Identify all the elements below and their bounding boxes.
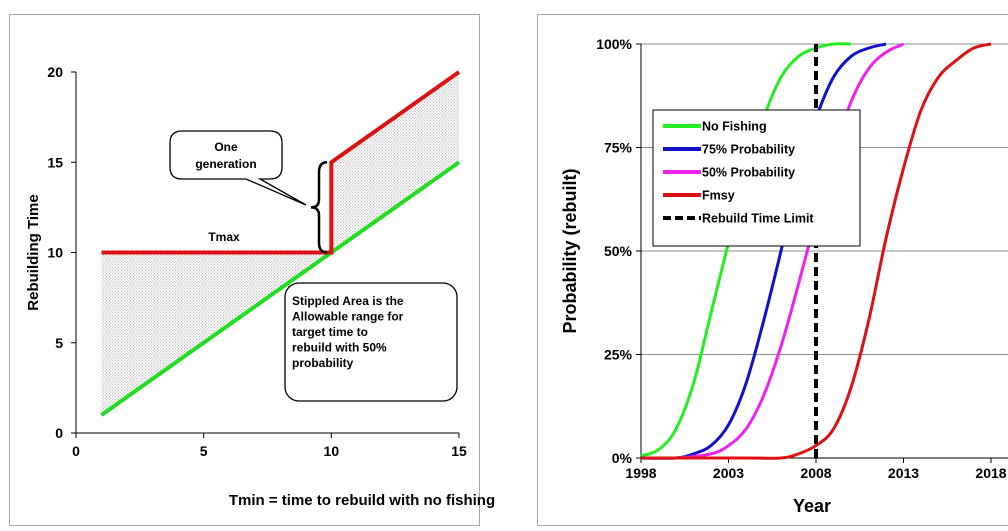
tmax-label: Tmax: [208, 230, 240, 244]
tmin-line: [100, 160, 461, 417]
right-chart-panel: 0% 25% 50% 75% 100% 1998 2003 2008 2013 2018 No Fi…: [537, 14, 1008, 526]
x-axis-label: Year: [793, 496, 831, 516]
y-tick-label: 100%: [596, 36, 632, 52]
x-axis-label: Tmin = time to rebuild with no fishing: [229, 492, 495, 509]
stippled-allowable-area: [101, 72, 460, 415]
legend-label: Fmsy: [702, 189, 735, 203]
y-axis-label: Probability (rebuilt): [560, 168, 580, 333]
area-note-line: probability: [292, 356, 354, 370]
area-note-line: Stippled Area is the: [292, 294, 404, 308]
y-tick-label: 50%: [604, 243, 633, 259]
x-tick-label: 15: [451, 443, 467, 459]
x-tick-label: 2003: [713, 465, 744, 481]
y-tick-label: 20: [47, 64, 63, 80]
x-tick-label: 10: [324, 443, 340, 459]
x-tick-label: 2008: [800, 465, 831, 481]
area-note-box: [284, 282, 458, 402]
x-tick-label: 5: [200, 443, 208, 459]
tmax-line: [101, 70, 461, 255]
legend-box: [652, 109, 861, 247]
area-note-line: rebuild with 50%: [292, 341, 387, 355]
y-tick-label: 5: [55, 335, 63, 351]
area-note-line: Allowable range for: [292, 310, 404, 324]
75-probability-line: [640, 42, 887, 460]
callout-line-2: generation: [195, 157, 256, 171]
x-tick-label: 1998: [625, 465, 656, 481]
probability-rebuilt-chart: 0% 25% 50% 75% 100% 1998 2003 2008 2013 2018 No Fi…: [560, 36, 1008, 516]
x-tick-label: 2013: [888, 465, 919, 481]
left-chart-panel: 0 5 10 15 20 0 5 10 15 Rebuilding Time Tmin = time…: [9, 14, 495, 526]
legend-label: No Fishing: [702, 120, 767, 134]
y-tick-label: 10: [47, 245, 63, 261]
fmsy-line: [641, 42, 992, 460]
y-tick-label: 0: [55, 425, 63, 441]
legend-label: Rebuild Time Limit: [702, 212, 814, 226]
y-tick-label: 25%: [604, 347, 633, 363]
x-tick-label: 0: [72, 443, 80, 459]
callout-bubble: [169, 130, 307, 206]
y-tick-label: 15: [47, 154, 63, 170]
generation-brace: [310, 161, 328, 254]
rebuilding-time-chart: 0 5 10 15 20 0 5 10 15 Rebuilding Time Tmin = time…: [25, 64, 495, 509]
area-note-line: target time to: [292, 325, 368, 339]
50-probability-line: [640, 42, 905, 460]
x-tick-label: 2018: [975, 465, 1006, 481]
y-tick-label: 75%: [604, 140, 633, 156]
callout-line-1: One: [214, 140, 238, 154]
y-tick-label: 0%: [612, 450, 633, 466]
legend-label: 50% Probability: [702, 166, 795, 180]
legend-label: 75% Probability: [702, 143, 795, 157]
y-axis-label: Rebuilding Time: [25, 194, 42, 310]
